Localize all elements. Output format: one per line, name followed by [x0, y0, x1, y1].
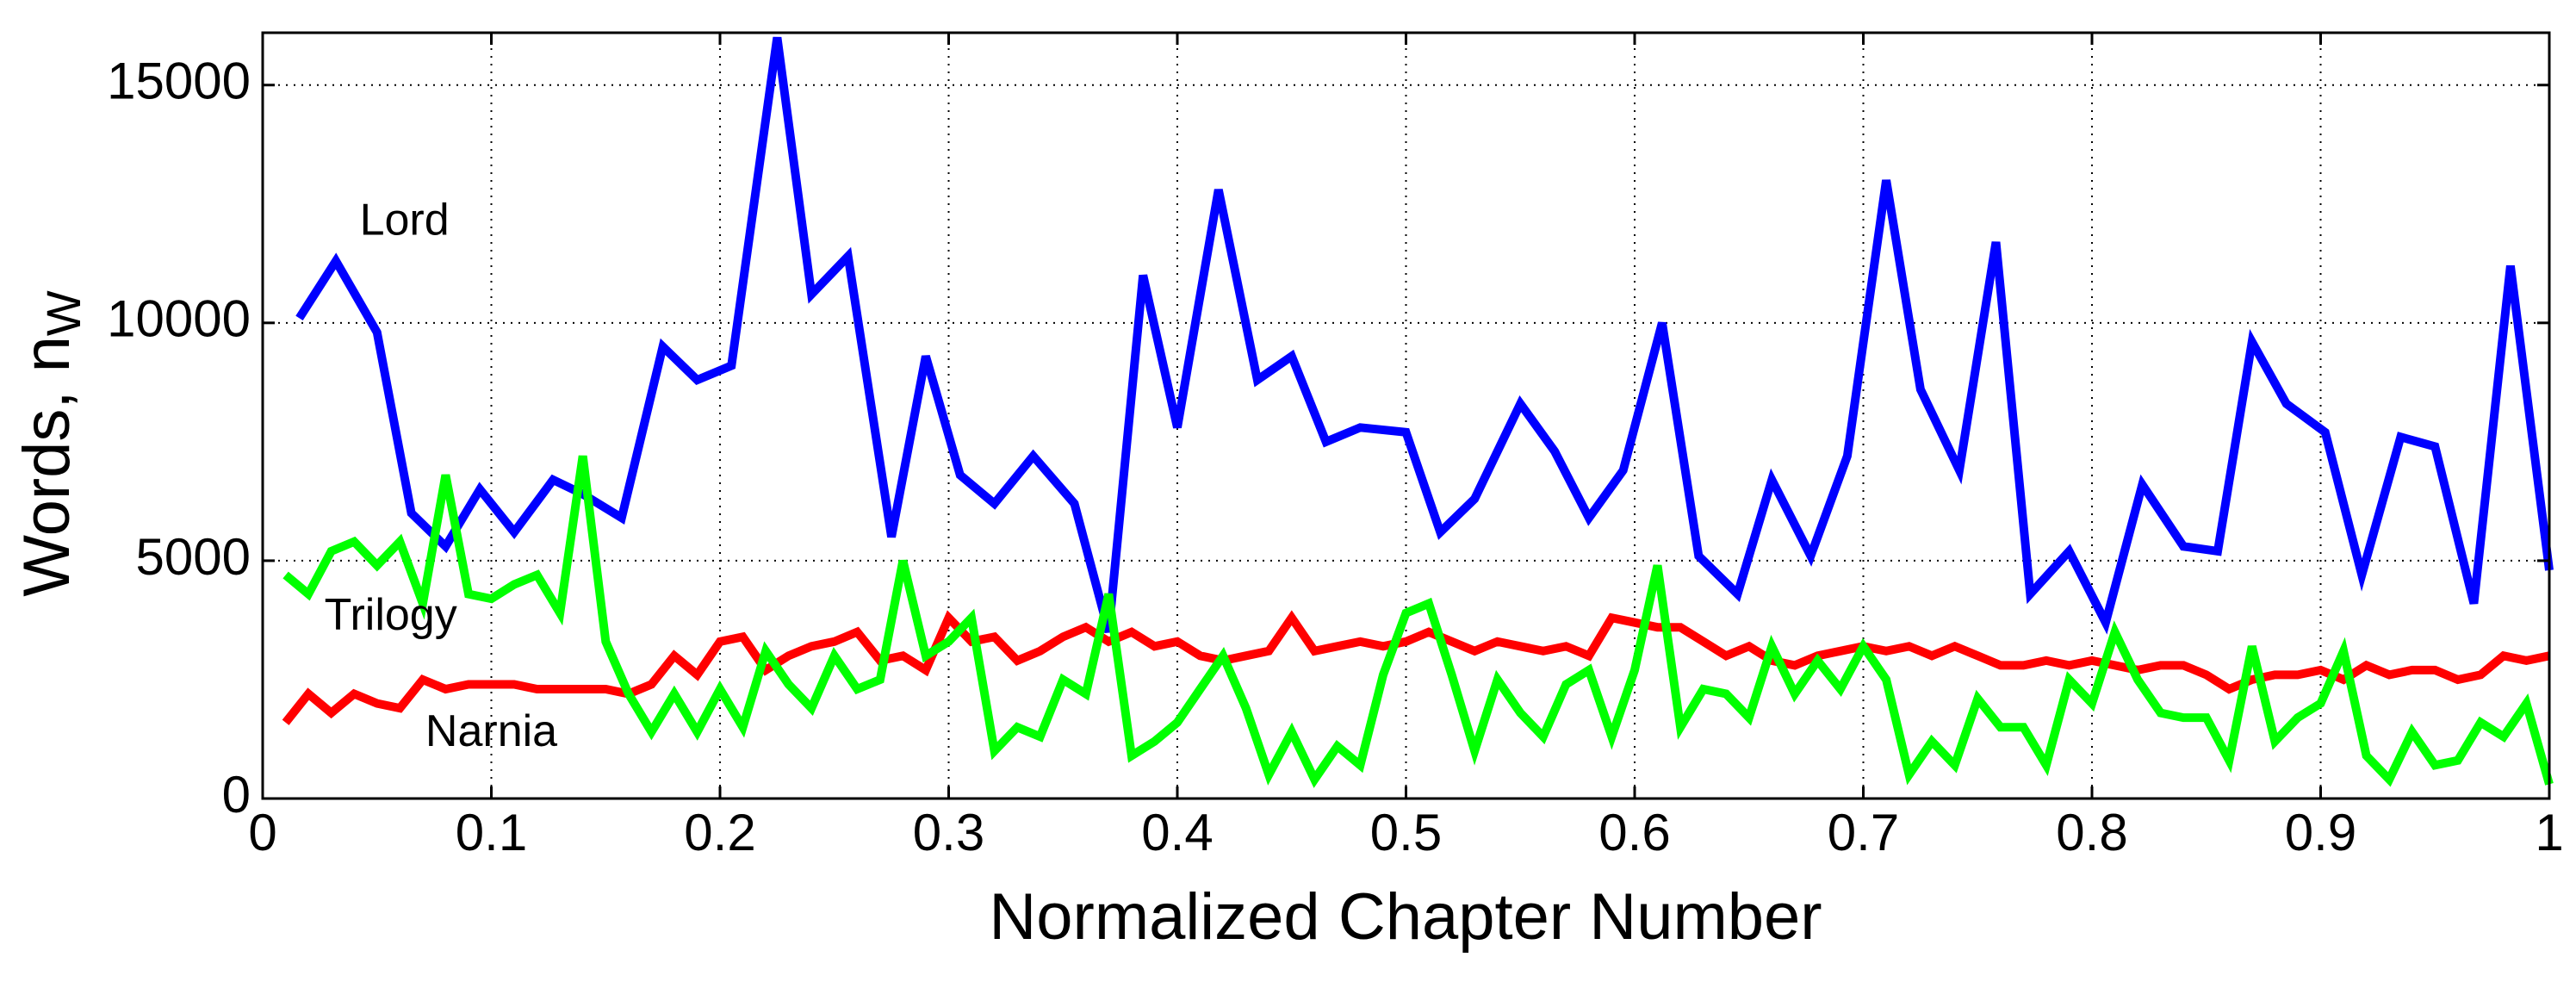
y-axis-label: Words, nW: [10, 290, 90, 597]
series-line: [295, 36, 2554, 635]
lines: [282, 36, 2554, 788]
y-tick-label: 10000: [107, 290, 251, 348]
x-tick-label: 0.9: [2285, 804, 2356, 861]
x-tick-label: 0.7: [1828, 804, 1899, 861]
x-tick-label: 0.2: [684, 804, 755, 861]
x-axis-label: Normalized Chapter Number: [989, 880, 1822, 954]
x-tick-label: 0.3: [913, 804, 984, 861]
annotation: Narnia: [425, 706, 557, 756]
y-tick-label: 5000: [136, 528, 251, 586]
x-tick-label: 0.1: [456, 804, 527, 861]
axes: 0 0.1 0.2 0.3 0.4 0.5 0.6 0.7 0.8 0.9 1 0 5000 10000 1…: [107, 31, 2564, 861]
plot-frame: [261, 31, 2551, 800]
y-tick-label: 15000: [107, 53, 251, 110]
x-tick-label: 1: [2535, 804, 2563, 861]
y-axis-label-subscript: W: [36, 290, 90, 336]
y-tick-label: 0: [222, 766, 251, 824]
x-tick-label: 0: [248, 804, 276, 861]
x-tick-label: 0.8: [2056, 804, 2127, 861]
x-tick-label: 0.4: [1141, 804, 1213, 861]
series-line: [282, 610, 2551, 725]
x-tick-label: 0.6: [1598, 804, 1670, 861]
series-line: [282, 455, 2554, 788]
annotation: Trilogy: [325, 590, 457, 640]
annotation: Lord: [360, 196, 450, 246]
x-tick-label: 0.5: [1370, 804, 1442, 861]
y-axis-label-main: Words, n: [10, 336, 84, 597]
